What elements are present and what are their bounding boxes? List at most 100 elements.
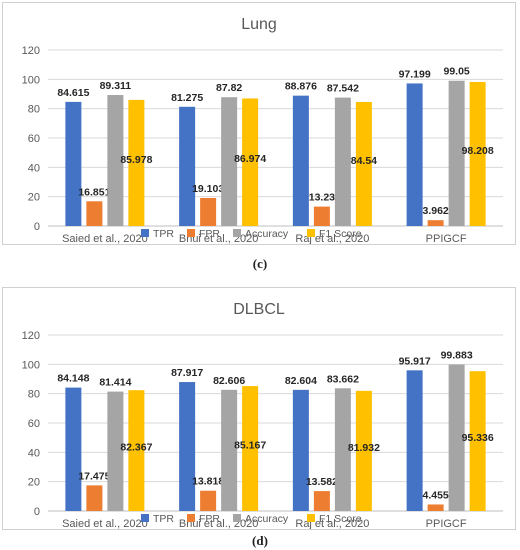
data-label: 81.932 bbox=[348, 442, 380, 454]
bar-accuracy bbox=[448, 80, 465, 226]
data-label: 88.876 bbox=[285, 81, 317, 93]
data-label: 84.54 bbox=[351, 155, 377, 167]
y-tick-label: 100 bbox=[22, 359, 40, 371]
y-tick-label: 60 bbox=[28, 133, 40, 145]
data-label: 99.05 bbox=[443, 66, 469, 78]
bar-accuracy bbox=[107, 391, 124, 511]
caption-c: (c) bbox=[252, 256, 268, 271]
bar-tpr bbox=[179, 106, 196, 226]
legend-entry-f1-score: F1 Score bbox=[319, 513, 362, 525]
bar-fpr bbox=[427, 504, 444, 511]
bar-f1-score bbox=[355, 390, 372, 511]
data-label: 4.455 bbox=[422, 489, 448, 501]
data-label: 86.974 bbox=[234, 153, 266, 165]
legend-entry-tpr: TPR bbox=[153, 228, 174, 240]
bar-f1-score bbox=[128, 99, 145, 226]
data-label: 89.311 bbox=[100, 80, 132, 92]
data-label: 95.336 bbox=[462, 432, 494, 444]
data-label: 13.582 bbox=[306, 476, 338, 488]
legend-swatch-fpr bbox=[187, 229, 195, 237]
data-label: 84.615 bbox=[57, 87, 89, 99]
bar-tpr bbox=[292, 95, 309, 227]
legend-swatch-f1-score bbox=[307, 229, 315, 237]
bar-accuracy bbox=[107, 95, 124, 227]
legend-entry-tpr: TPR bbox=[153, 513, 174, 525]
bar-fpr bbox=[427, 220, 444, 226]
legend-swatch-f1-score bbox=[307, 514, 315, 522]
legend-entry-fpr: FPR bbox=[199, 513, 220, 525]
caption-d: (d) bbox=[252, 533, 268, 548]
y-tick-label: 0 bbox=[34, 221, 40, 233]
data-label: 13.23 bbox=[309, 192, 335, 204]
bar-accuracy bbox=[334, 97, 351, 226]
bar-f1-score bbox=[242, 386, 259, 511]
x-tick-label: Raj et al., 2020 bbox=[295, 233, 369, 244]
data-label: 99.883 bbox=[441, 350, 473, 362]
bar-tpr bbox=[406, 370, 423, 511]
data-label: 13.818 bbox=[192, 476, 224, 488]
data-label: 87.917 bbox=[171, 367, 203, 379]
y-tick-label: 120 bbox=[22, 330, 40, 342]
y-tick-label: 40 bbox=[28, 447, 40, 459]
y-tick-label: 60 bbox=[28, 418, 40, 430]
y-tick-label: 120 bbox=[22, 45, 40, 57]
data-label: 98.208 bbox=[462, 145, 494, 157]
x-tick-label: Saied et al., 2020 bbox=[62, 518, 148, 529]
bar-f1-score bbox=[242, 98, 259, 226]
chart-panel-dlbcl: DLBCL 0 20 40 60 80 100 120 84.148 17.475 81.414 82… bbox=[2, 287, 516, 530]
data-label: 16.851 bbox=[78, 186, 110, 198]
bar-f1-score bbox=[469, 371, 486, 511]
data-label: 3.962 bbox=[422, 205, 448, 217]
bar-fpr bbox=[86, 485, 103, 511]
data-label: 87.82 bbox=[216, 82, 242, 94]
x-tick-label: Bhui et al., 2020 bbox=[179, 518, 259, 529]
bar-tpr bbox=[179, 382, 196, 511]
chart-panel-lung: Lung 0 20 40 60 80 100 120 84.615 16.851 89.311 85.… bbox=[2, 2, 516, 245]
legend-entry-accuracy: Accuracy bbox=[245, 513, 289, 525]
bar-tpr bbox=[406, 83, 423, 226]
y-tick-label: 80 bbox=[28, 104, 40, 116]
legend-entry-accuracy: Accuracy bbox=[245, 228, 289, 240]
y-tick-label: 20 bbox=[28, 192, 40, 204]
bar-fpr bbox=[313, 206, 330, 226]
bar-f1-score bbox=[128, 390, 145, 511]
bar-fpr bbox=[86, 201, 103, 226]
data-label: 84.148 bbox=[57, 373, 89, 385]
data-label: 82.367 bbox=[120, 442, 152, 454]
bar-tpr bbox=[65, 387, 82, 511]
bar-tpr bbox=[65, 101, 82, 226]
bar-accuracy bbox=[221, 97, 238, 227]
bar-fpr bbox=[200, 197, 217, 226]
data-label: 19.103 bbox=[192, 183, 224, 195]
chart-title: DLBCL bbox=[233, 301, 285, 318]
data-label: 82.604 bbox=[285, 375, 317, 387]
data-label: 97.199 bbox=[399, 68, 431, 80]
legend-swatch-tpr bbox=[141, 514, 149, 522]
data-label: 95.917 bbox=[399, 355, 431, 367]
x-tick-label: Bhui et al., 2020 bbox=[179, 233, 259, 244]
data-label: 17.475 bbox=[78, 470, 110, 482]
legend-entry-f1-score: F1 Score bbox=[319, 228, 362, 240]
legend-swatch-tpr bbox=[141, 229, 149, 237]
data-label: 85.167 bbox=[234, 440, 266, 452]
legend-entry-fpr: FPR bbox=[199, 228, 220, 240]
data-label: 85.978 bbox=[120, 154, 152, 166]
bar-accuracy bbox=[448, 364, 465, 511]
bar-f1-score bbox=[469, 81, 486, 226]
chart-title: Lung bbox=[241, 16, 277, 33]
legend-swatch-accuracy bbox=[233, 229, 241, 237]
y-tick-label: 80 bbox=[28, 389, 40, 401]
bar-f1-score bbox=[355, 102, 372, 226]
y-tick-label: 0 bbox=[34, 506, 40, 518]
legend-swatch-accuracy bbox=[233, 514, 241, 522]
bar-tpr bbox=[292, 389, 309, 511]
x-tick-label: Saied et al., 2020 bbox=[62, 233, 148, 244]
data-label: 81.414 bbox=[99, 377, 131, 389]
bar-accuracy bbox=[221, 389, 238, 511]
bar-fpr bbox=[200, 490, 217, 511]
chart-lung: Lung 0 20 40 60 80 100 120 84.615 16.851 89.311 85.… bbox=[22, 16, 503, 244]
y-tick-label: 100 bbox=[22, 74, 40, 86]
bar-fpr bbox=[313, 491, 330, 511]
y-tick-label: 40 bbox=[28, 162, 40, 174]
y-tick-label: 20 bbox=[28, 477, 40, 489]
